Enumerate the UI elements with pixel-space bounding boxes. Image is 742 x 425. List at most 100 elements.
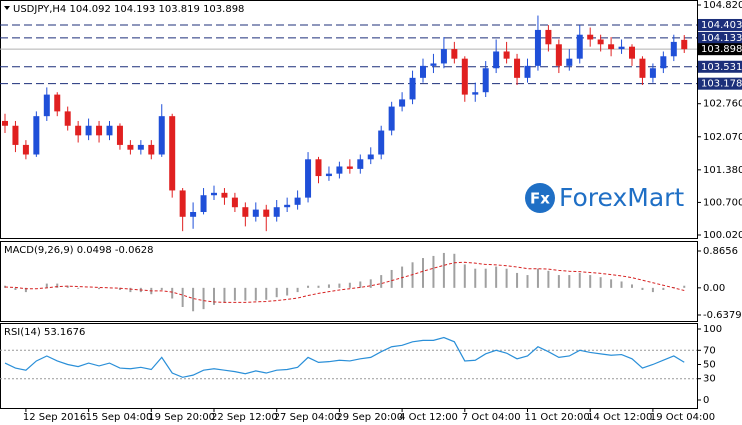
- y-tick-label: 0.00: [703, 283, 725, 294]
- y-tick-label: 104.820: [703, 0, 742, 11]
- candle-body: [12, 125, 19, 145]
- x-tick-label: 7 Oct 04:00: [462, 412, 521, 423]
- candle-body: [388, 106, 395, 131]
- logo-icon-text: Fx: [530, 190, 550, 208]
- candle-body: [670, 41, 677, 57]
- macd-panel: [0, 241, 698, 322]
- y-tick-label: 0.8656: [703, 246, 738, 257]
- candle-body: [158, 116, 165, 155]
- signal-line: [4, 261, 685, 303]
- candle-body: [681, 39, 688, 50]
- y-tick-label: 100.020: [703, 230, 742, 241]
- candle-body: [420, 65, 426, 78]
- y-tick-label: 50: [703, 360, 716, 371]
- level-label: 103.178: [701, 79, 742, 90]
- candle-body: [440, 49, 447, 64]
- candle-body: [305, 159, 312, 198]
- logo-text: ForexMart: [559, 183, 684, 212]
- candle-body: [514, 58, 521, 78]
- candle-body: [137, 144, 144, 150]
- y-tick-label: 0: [703, 395, 709, 406]
- x-tick-label: 11 Oct 20:00: [525, 412, 590, 423]
- candle-body: [524, 65, 531, 78]
- candle-body: [231, 197, 238, 208]
- candle-body: [315, 159, 322, 177]
- candle-body: [587, 34, 594, 40]
- candle-body: [503, 51, 510, 59]
- candle-body: [534, 29, 541, 66]
- y-tick-label: 102.760: [703, 99, 742, 110]
- level-label: 104.133: [701, 33, 742, 44]
- chart-title: USDJPY,H4 104.092 104.193 103.819 103.89…: [13, 4, 244, 15]
- candle-body: [472, 92, 479, 95]
- y-tick-label: -0.6379: [703, 310, 742, 321]
- y-tick-label: 100: [703, 324, 722, 335]
- x-tick-label: 12 Sep 2016: [23, 412, 86, 423]
- rsi-panel: [0, 323, 698, 409]
- candle-body: [346, 166, 353, 169]
- candle-body: [263, 209, 270, 217]
- y-tick-label: 102.070: [703, 132, 742, 143]
- candle-body: [169, 116, 176, 191]
- candle-body: [200, 195, 207, 212]
- x-tick-label: 19 Oct 04:00: [650, 412, 715, 423]
- x-tick-label: 4 Oct 12:00: [399, 412, 458, 423]
- candle-body: [336, 166, 343, 174]
- candle-body: [64, 111, 71, 126]
- level-label: 104.403: [701, 20, 742, 31]
- candle-body: [85, 125, 92, 136]
- x-tick-label: 22 Sep 12:00: [211, 412, 278, 423]
- candle-body: [629, 46, 635, 59]
- level-box: [698, 18, 742, 31]
- candle-body: [221, 192, 228, 198]
- candle-body: [75, 125, 82, 136]
- candle-body: [555, 44, 562, 66]
- candle-body: [461, 58, 468, 95]
- candle-body: [430, 63, 437, 66]
- candle-body: [294, 197, 301, 205]
- candle-body: [597, 39, 604, 45]
- candle-body: [127, 144, 134, 150]
- candle-body: [96, 125, 103, 136]
- candle-body: [639, 58, 646, 78]
- candle-body: [22, 144, 29, 155]
- candle-body: [618, 46, 625, 50]
- candle-body: [451, 49, 458, 59]
- rsi-line: [4, 336, 685, 378]
- candle-body: [2, 120, 8, 126]
- current-price-label: 103.898: [701, 44, 742, 55]
- level-label: 103.531: [701, 62, 742, 73]
- candle-body: [660, 56, 667, 69]
- candle-body: [482, 68, 489, 93]
- candle-body: [116, 125, 123, 145]
- candle-body: [284, 204, 291, 208]
- x-tick-label: 19 Sep 20:00: [148, 412, 215, 423]
- macd-title: MACD(9,26,9) 0.0498 -0.0628: [4, 245, 154, 256]
- candle-body: [399, 99, 406, 107]
- y-tick-label: 101.380: [703, 165, 742, 176]
- candle-body: [608, 44, 615, 50]
- menu-arrow: [4, 6, 10, 10]
- candle-body: [576, 34, 583, 59]
- candle-body: [242, 207, 249, 217]
- candle-body: [33, 116, 40, 155]
- candle-body: [148, 144, 155, 155]
- candle-body: [273, 207, 280, 217]
- candle-body: [493, 51, 500, 69]
- candle-body: [409, 77, 416, 100]
- level-box: [698, 31, 742, 44]
- y-tick-label: 70: [703, 345, 716, 356]
- level-box: [698, 60, 742, 73]
- candle-body: [545, 29, 552, 45]
- rsi-title: RSI(14) 53.1676: [4, 327, 85, 338]
- y-tick-label: 100.700: [703, 197, 742, 208]
- candle-body: [566, 58, 573, 66]
- logo-icon: [525, 183, 555, 213]
- candle-body: [54, 94, 61, 112]
- candle-body: [357, 159, 364, 169]
- candle-body: [252, 209, 259, 217]
- x-tick-label: 14 Oct 12:00: [587, 412, 652, 423]
- level-box: [698, 77, 742, 90]
